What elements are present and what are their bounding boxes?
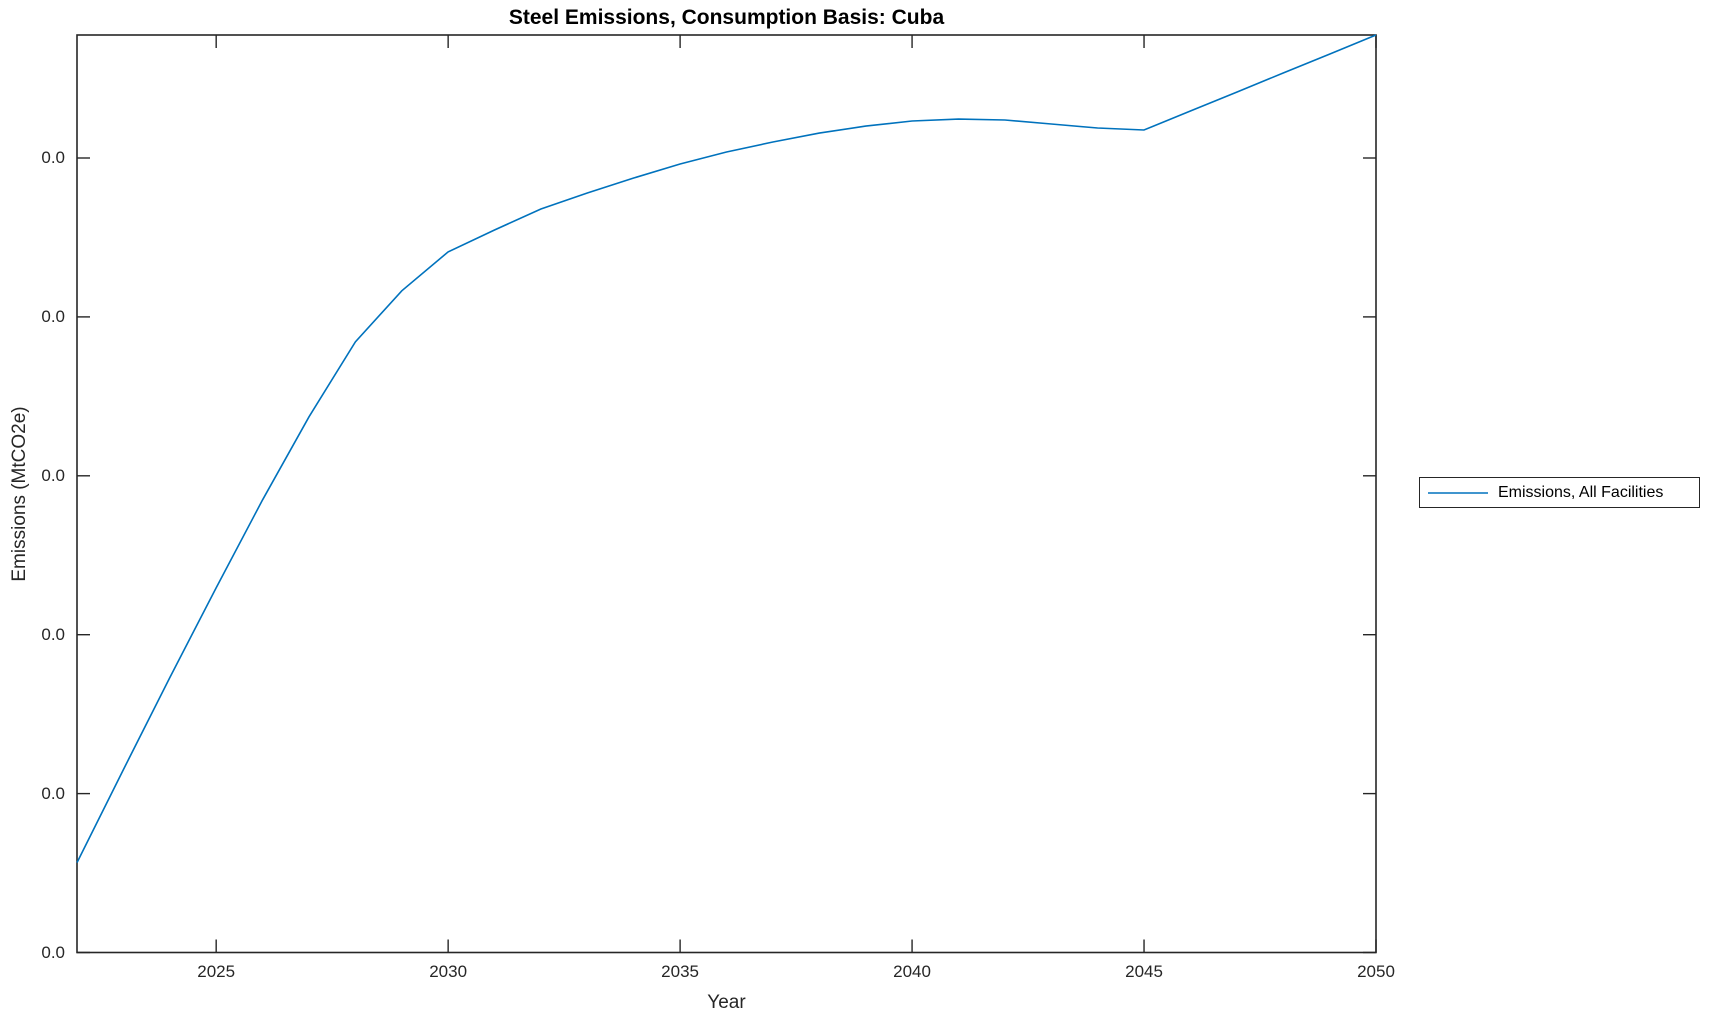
emissions-line bbox=[76, 34, 1377, 863]
legend-line-sample-icon bbox=[1428, 491, 1488, 494]
axis-tick-marks bbox=[77, 35, 1377, 954]
x-tick-label: 2030 bbox=[429, 962, 468, 981]
x-tick-label: 2045 bbox=[1125, 962, 1163, 981]
y-tick-label: 0.0 bbox=[41, 783, 65, 803]
y-axis-label: Emissions (MtCO2e) bbox=[9, 406, 30, 582]
y-tick-label: 0.0 bbox=[41, 465, 65, 485]
legend: Emissions, All Facilities bbox=[1419, 477, 1700, 508]
x-tick-label: 2025 bbox=[197, 962, 236, 981]
y-tick-label: 0.0 bbox=[41, 306, 65, 326]
y-tick-label: 0.0 bbox=[41, 624, 65, 644]
y-tick-label: 0.0 bbox=[41, 148, 65, 167]
chart-title: Steel Emissions, Consumption Basis: Cuba bbox=[508, 6, 945, 29]
x-tick-label: 2050 bbox=[1357, 962, 1395, 981]
x-tick-label: 2035 bbox=[661, 962, 700, 981]
x-axis-label: Year bbox=[707, 992, 746, 1013]
y-tick-label: 0.0 bbox=[41, 942, 65, 962]
plot-box bbox=[76, 34, 1377, 954]
x-tick-label: 2040 bbox=[893, 962, 931, 981]
legend-entry-label: Emissions, All Facilities bbox=[1498, 483, 1664, 501]
